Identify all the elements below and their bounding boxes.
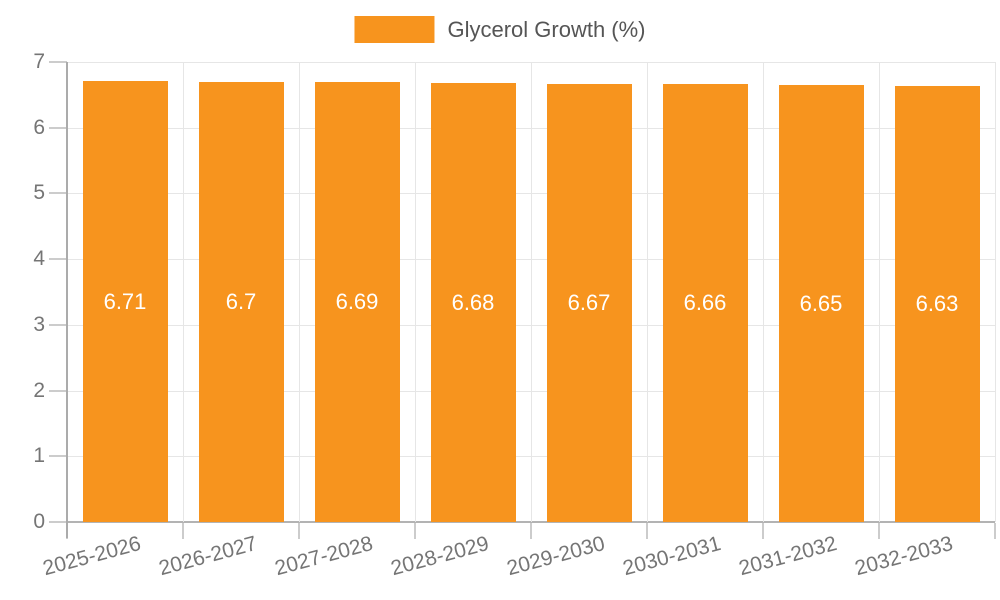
x-axis-tick-label: 2027-2028 [271, 532, 375, 581]
y-axis-tick-label: 1 [33, 444, 45, 467]
bar[interactable] [198, 81, 284, 522]
legend-swatch-icon [354, 16, 435, 43]
x-tick [994, 523, 996, 539]
y-tick [49, 390, 67, 392]
y-axis-line [66, 62, 68, 538]
y-axis-tick-label: 3 [33, 313, 45, 336]
x-tick [414, 523, 416, 539]
bar-value-label: 6.71 [103, 288, 147, 314]
x-axis-line [67, 521, 995, 523]
x-tick [182, 523, 184, 539]
bar[interactable] [894, 86, 980, 522]
x-tick [298, 523, 300, 539]
x-gridline [763, 62, 764, 522]
bar-value-label: 6.67 [567, 289, 611, 315]
y-tick [49, 521, 67, 523]
bar-value-label: 6.69 [335, 289, 379, 315]
bar-value-label: 6.66 [683, 290, 727, 316]
x-axis-tick-label: 2025-2026 [39, 532, 143, 581]
x-axis-tick-label: 2029-2030 [503, 532, 607, 581]
y-axis-tick-label: 4 [33, 247, 45, 270]
y-axis-tick-label: 2 [33, 379, 45, 402]
y-tick [49, 192, 67, 194]
bar-value-label: 6.68 [451, 289, 495, 315]
x-tick [762, 523, 764, 539]
x-axis-tick-label: 2028-2029 [387, 532, 491, 581]
y-tick [49, 258, 67, 260]
y-tick [49, 61, 67, 63]
bar[interactable] [778, 85, 864, 522]
y-tick [49, 127, 67, 129]
bar[interactable] [430, 83, 516, 522]
x-gridline [647, 62, 648, 522]
x-tick [878, 523, 880, 539]
bar-value-label: 6.65 [799, 290, 843, 316]
x-axis-tick-label: 2031-2032 [735, 532, 839, 581]
y-axis-tick-label: 6 [33, 116, 45, 139]
y-axis-tick-label: 7 [33, 50, 45, 73]
x-tick [646, 523, 648, 539]
x-gridline [531, 62, 532, 522]
y-tick [49, 324, 67, 326]
bar-value-label: 6.7 [225, 288, 257, 314]
x-tick [530, 523, 532, 539]
x-axis-tick-label: 2026-2027 [155, 532, 259, 581]
x-gridline [995, 62, 996, 522]
bar[interactable] [662, 84, 748, 522]
x-gridline [415, 62, 416, 522]
x-gridline [299, 62, 300, 522]
x-gridline [183, 62, 184, 522]
bar-value-label: 6.63 [915, 291, 959, 317]
bar[interactable] [82, 81, 168, 522]
y-axis-tick-label: 5 [33, 181, 45, 204]
y-axis-tick-label: 0 [33, 510, 45, 533]
x-axis-tick-label: 2032-2033 [851, 532, 955, 581]
legend-label: Glycerol Growth (%) [447, 16, 646, 42]
x-gridline [879, 62, 880, 522]
bar[interactable] [314, 82, 400, 522]
x-axis-tick-label: 2030-2031 [619, 532, 723, 581]
y-tick [49, 455, 67, 457]
bar[interactable] [546, 83, 632, 522]
legend[interactable]: Glycerol Growth (%) [354, 16, 646, 43]
